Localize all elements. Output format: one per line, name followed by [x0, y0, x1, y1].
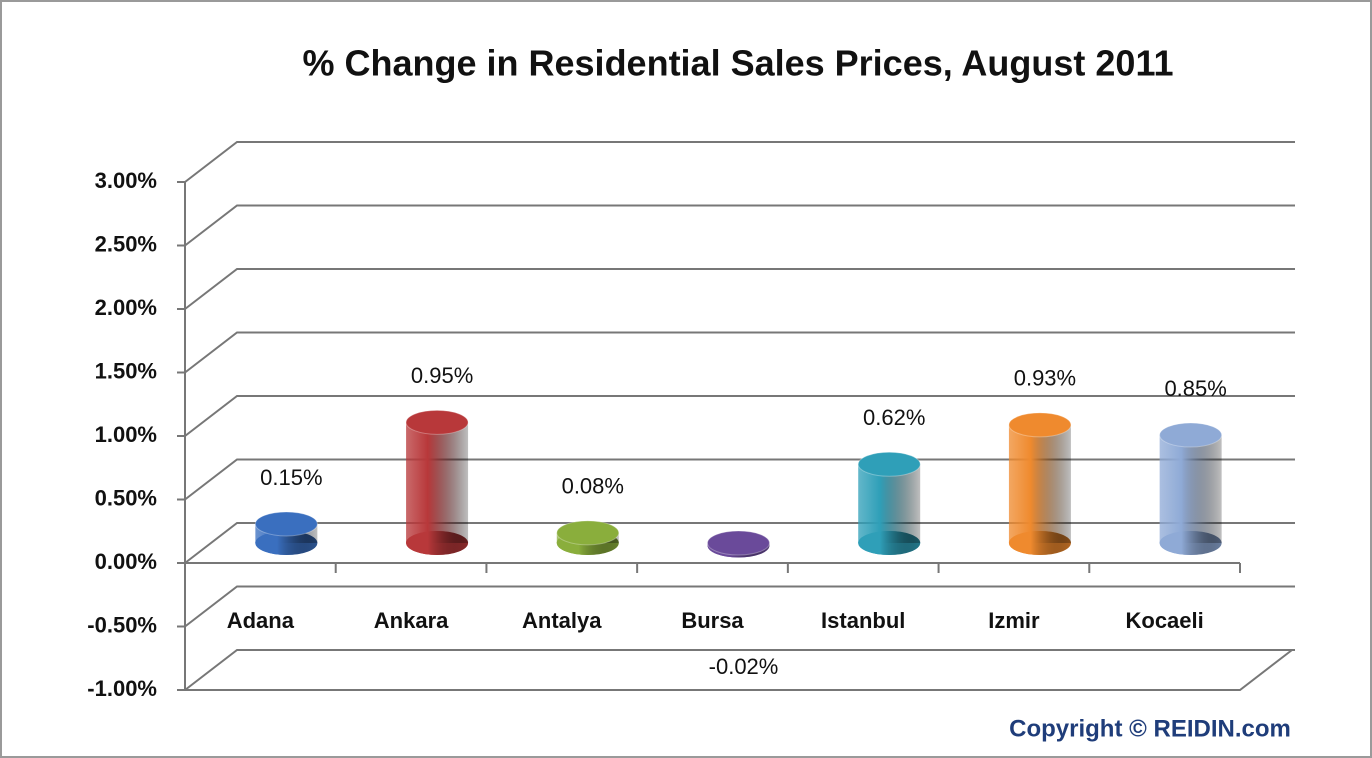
- grid-line: [184, 395, 1295, 437]
- grid-line: [184, 522, 1295, 564]
- grid-line: [184, 458, 1295, 501]
- y-tick-label: 0.00%: [95, 549, 157, 574]
- bar: [1159, 422, 1223, 555]
- bar-top: [1008, 412, 1072, 438]
- bar: [1008, 412, 1072, 555]
- bar-top: [707, 530, 770, 556]
- value-label: 0.95%: [411, 363, 473, 388]
- y-tick-label: 2.50%: [95, 231, 157, 256]
- bar-top: [254, 511, 318, 537]
- y-tick-label: -1.00%: [87, 676, 157, 701]
- grid-line: [184, 585, 1295, 628]
- bar: [707, 530, 770, 558]
- bar: [556, 520, 620, 555]
- value-label: -0.02%: [709, 654, 779, 679]
- bar-body: [1159, 435, 1222, 543]
- grid-line: [184, 141, 1295, 183]
- bar-top: [556, 520, 620, 546]
- bar-body: [406, 422, 469, 543]
- y-tick-label: 2.00%: [95, 295, 157, 320]
- copyright: Copyright © REIDIN.com: [1009, 715, 1291, 742]
- y-tick-label: 0.50%: [95, 485, 157, 510]
- bar-bottom-edge: [858, 531, 921, 555]
- value-label: 0.85%: [1164, 376, 1226, 401]
- value-label: 0.08%: [562, 474, 624, 499]
- grid-line: [184, 331, 1295, 374]
- x-tick-label: Bursa: [681, 608, 744, 633]
- y-tick-label: 1.50%: [95, 358, 157, 383]
- bar-bottom-edge: [1159, 531, 1222, 555]
- bar-top: [405, 409, 469, 435]
- chart-title: % Change in Residential Sales Prices, Au…: [303, 43, 1174, 84]
- bar: [857, 451, 921, 555]
- value-label: 0.62%: [863, 405, 925, 430]
- value-label: 0.93%: [1014, 366, 1076, 391]
- y-tick-label: -0.50%: [87, 612, 157, 637]
- bar-bottom-edge: [255, 531, 318, 555]
- bar-bottom-edge: [1008, 531, 1071, 555]
- value-label: 0.15%: [260, 465, 322, 490]
- bar-bottom-edge: [406, 531, 469, 555]
- bar: [254, 511, 318, 555]
- x-tick-label: Izmir: [988, 608, 1040, 633]
- x-tick-label: Kocaeli: [1126, 608, 1204, 633]
- grid-line: [184, 649, 1295, 691]
- y-tick-label: 3.00%: [95, 168, 157, 193]
- grid-line: [184, 268, 1295, 310]
- bar-body: [1008, 424, 1071, 543]
- bar-top: [1159, 422, 1223, 448]
- bar: [405, 409, 469, 555]
- x-tick-label: Ankara: [374, 608, 449, 633]
- grid-line: [184, 204, 1295, 247]
- bar-top: [857, 451, 921, 477]
- x-tick-label: Antalya: [522, 608, 602, 633]
- bar-body: [858, 464, 921, 543]
- floor: [185, 649, 1293, 691]
- y-tick-label: 1.00%: [95, 422, 157, 447]
- x-tick-label: Adana: [227, 608, 295, 633]
- x-tick-label: Istanbul: [821, 608, 905, 633]
